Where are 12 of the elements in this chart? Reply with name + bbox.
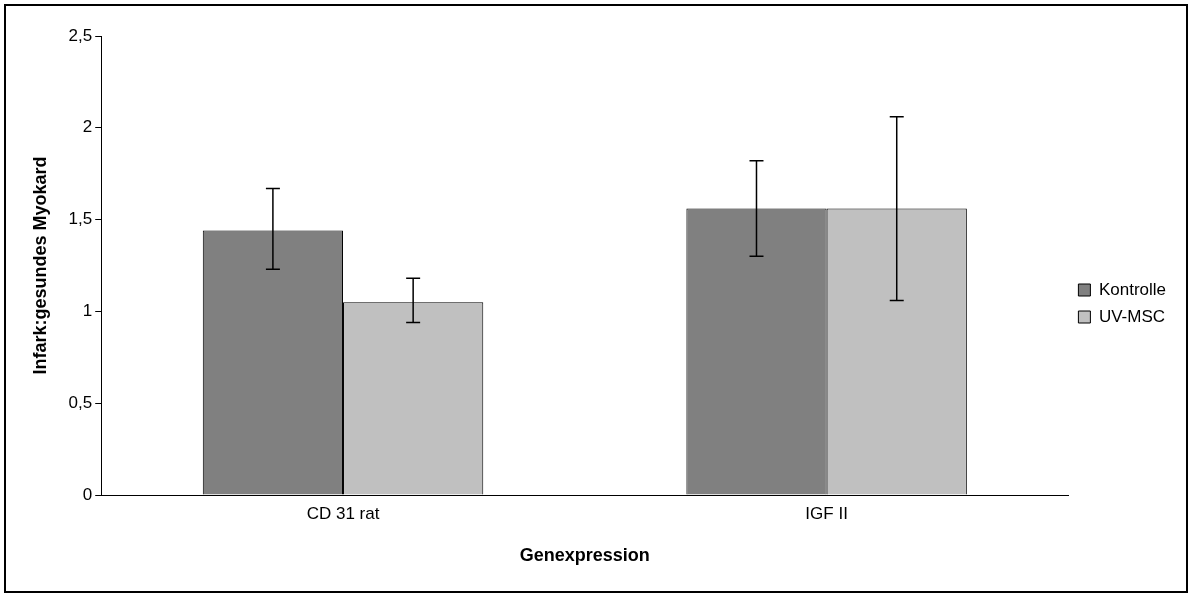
legend-label: UV-MSC bbox=[1098, 306, 1166, 326]
y-axis-title: Infark:gesundes Myokard bbox=[29, 156, 50, 375]
x-axis-title: Genexpression bbox=[519, 545, 650, 566]
y-tick-label: 0,5 bbox=[68, 392, 93, 412]
legend-label: Kontrolle bbox=[1098, 279, 1167, 299]
y-tick-label: 2,5 bbox=[68, 25, 93, 45]
y-tick-label: 1,5 bbox=[68, 209, 93, 229]
y-tick-label: 2 bbox=[82, 117, 93, 137]
y-tick-label: 1 bbox=[82, 301, 93, 321]
y-tick-label: 0 bbox=[82, 484, 93, 504]
x-tick-label: CD 31 rat bbox=[306, 503, 380, 523]
x-tick-label: IGF II bbox=[805, 503, 848, 523]
